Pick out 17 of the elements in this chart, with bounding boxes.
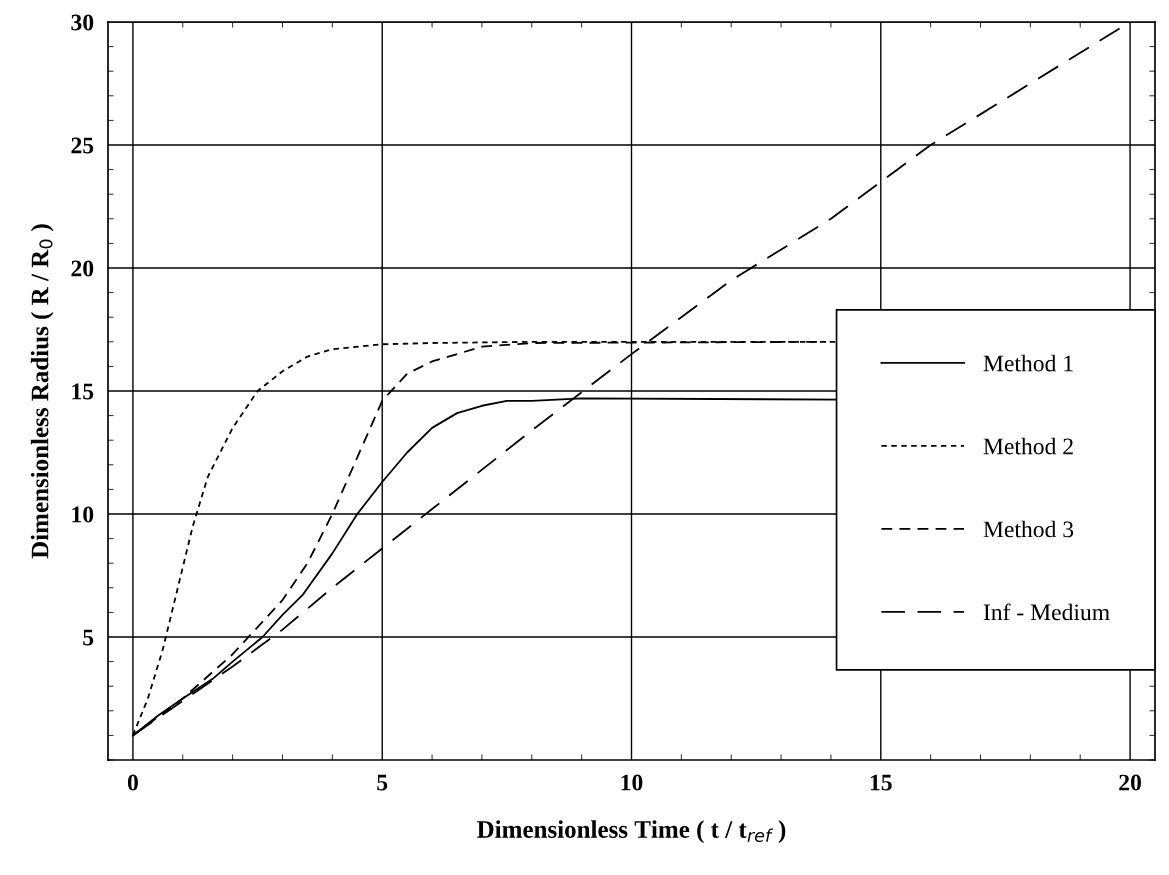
y-tick-label: 10: [72, 506, 94, 523]
x-tick-label: 15: [870, 774, 892, 791]
y-tick-label: 30: [71, 14, 94, 31]
x-tick-label: 10: [621, 774, 643, 791]
y-axis-title: Dimensionless Radius ( R / R$_{0}$ ): [30, 224, 54, 559]
legend-label: Method 2: [983, 437, 1073, 455]
y-tick-label: 20: [71, 260, 94, 277]
y-tick-label: 25: [71, 137, 94, 154]
legend-label: Inf - Medium: [983, 603, 1110, 621]
x-tick-label: 5: [377, 774, 388, 791]
x-axis-title: Dimensionless Time ( t / t$_{ref}$ ): [477, 820, 786, 843]
x-tick-label: 20: [1119, 774, 1141, 791]
legend-label: Method 3: [983, 520, 1074, 538]
x-tick-label: 0: [127, 774, 138, 791]
y-tick-label: 15: [72, 383, 94, 400]
y-tick-label: 5: [83, 629, 94, 646]
legend-label: Method 1: [983, 354, 1073, 372]
